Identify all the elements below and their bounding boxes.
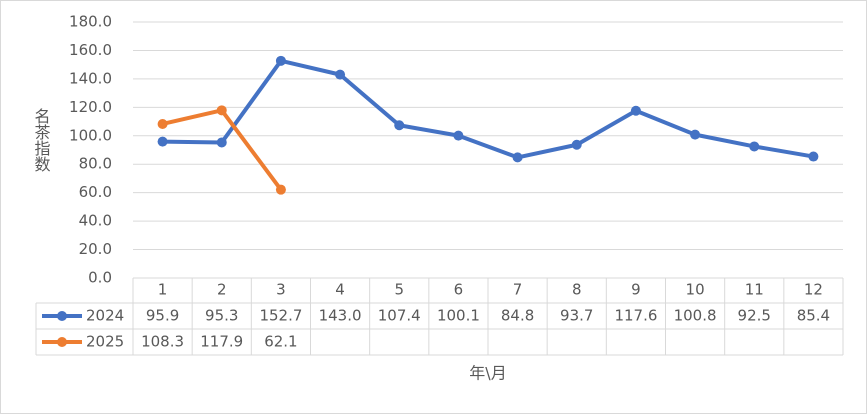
marker [275,55,286,66]
y-tick-label: 60.0 [79,183,112,201]
y-tick-label: 40.0 [79,212,112,230]
marker [453,130,464,141]
series-line [162,58,814,160]
x-tick-label: 3 [276,281,286,299]
table-value: 152.7 [259,307,302,325]
table-value: 84.8 [501,307,534,325]
marker [630,105,641,116]
y-tick-label: 140.0 [69,69,112,87]
marker [749,141,760,152]
y-tick-label: 160.0 [69,41,112,59]
table-value: 117.9 [200,333,243,351]
x-tick-label: 5 [394,281,404,299]
x-tick-label: 11 [745,281,764,299]
x-tick-label: 9 [631,281,641,299]
marker [216,137,227,148]
table-value: 100.8 [674,307,717,325]
x-tick-label: 2 [217,281,227,299]
table-value: 92.5 [738,307,771,325]
table-value: 107.4 [378,307,421,325]
y-tick-label: 20.0 [79,240,112,258]
table-value: 85.4 [797,307,830,325]
marker [512,152,523,163]
x-axis-title: 年\月 [469,364,506,383]
x-tick-label: 1 [158,281,168,299]
x-tick-label: 4 [335,281,345,299]
y-tick-label: 80.0 [79,155,112,173]
marker [335,69,346,80]
x-tick-label: 6 [454,281,464,299]
x-tick-label: 10 [686,281,705,299]
table-value: 62.1 [264,333,297,351]
y-tick-label: 100.0 [69,126,112,144]
y-tick-label: 0.0 [88,269,112,287]
table-value: 95.9 [146,307,179,325]
marker [157,136,168,147]
legend-marker [57,311,67,321]
legend-marker [57,337,67,347]
marker [808,151,819,162]
x-tick-label: 8 [572,281,582,299]
x-tick-label: 7 [513,281,523,299]
table-value: 100.1 [437,307,480,325]
table-value: 108.3 [141,333,184,351]
x-tick-label: 12 [804,281,823,299]
table-value: 117.6 [614,307,657,325]
marker [690,129,701,140]
table-value: 95.3 [205,307,238,325]
table-value: 143.0 [319,307,362,325]
marker [216,105,227,116]
table-value: 93.7 [560,307,593,325]
y-tick-label: 180.0 [69,13,112,31]
marker [571,139,582,150]
marker [394,120,405,131]
marker [275,184,286,195]
legend-label: 2024 [86,307,124,325]
legend-label: 2025 [86,333,124,351]
marker [157,118,168,129]
y-axis-title: 名茶指数 [32,108,51,172]
y-tick-label: 120.0 [69,98,112,116]
